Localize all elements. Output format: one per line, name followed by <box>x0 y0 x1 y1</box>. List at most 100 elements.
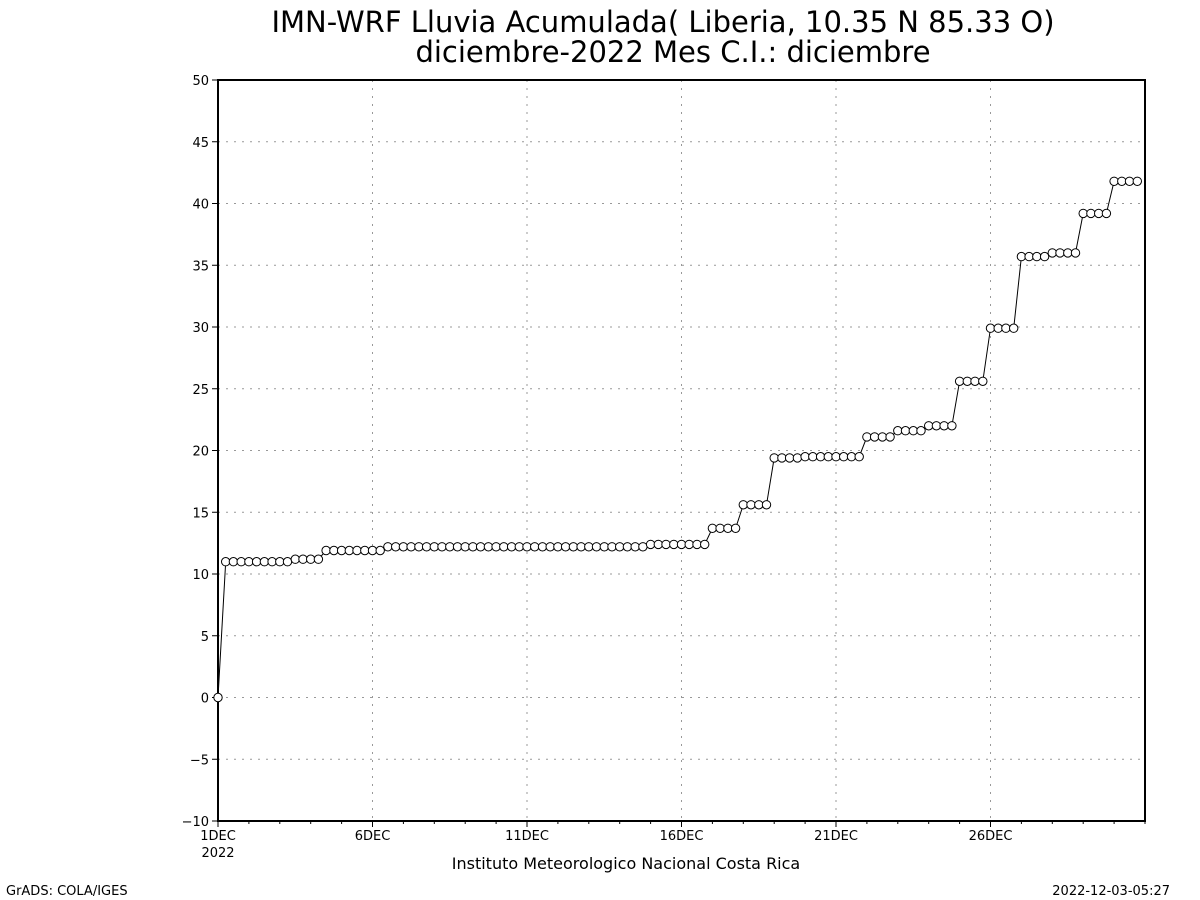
data-point <box>530 542 540 552</box>
data-point <box>344 545 354 556</box>
data-point <box>1047 248 1058 258</box>
data-point <box>993 323 1003 333</box>
data-point <box>460 542 470 552</box>
data-point <box>638 542 648 552</box>
data-point <box>336 545 347 556</box>
data-point <box>406 542 416 552</box>
data-point <box>584 542 594 552</box>
data-point <box>251 557 262 567</box>
data-point <box>437 542 447 552</box>
data-point <box>846 452 857 462</box>
data-point <box>1086 208 1096 219</box>
data-point <box>800 452 810 462</box>
data-point <box>1063 248 1073 258</box>
data-point <box>839 452 849 462</box>
data-point <box>700 539 710 550</box>
data-point <box>916 426 926 436</box>
footer-timestamp: 2022-12-03-05:27 <box>1052 884 1170 899</box>
data-point <box>383 542 393 552</box>
data-point <box>1009 323 1019 333</box>
data-point <box>499 542 509 552</box>
data-point <box>792 453 803 463</box>
data-point <box>259 557 270 567</box>
data-point <box>298 554 308 564</box>
data-point <box>723 523 733 533</box>
data-point <box>978 376 988 386</box>
x-tick-sublabel: 2022 <box>201 846 234 861</box>
data-point <box>537 542 548 552</box>
data-point <box>823 452 833 462</box>
grid-lines <box>218 80 1145 821</box>
data-point <box>375 545 385 556</box>
y-tick-label: −10 <box>182 815 209 830</box>
data-point <box>947 421 957 431</box>
data-point <box>221 557 231 567</box>
y-tick-label: 0 <box>201 692 209 707</box>
data-point <box>560 542 571 552</box>
data-point <box>1001 323 1011 333</box>
data-point <box>676 539 687 550</box>
data-point <box>244 557 254 567</box>
data-point <box>1101 208 1112 219</box>
y-tick-label: 20 <box>192 445 209 460</box>
data-point <box>777 453 787 463</box>
data-point <box>491 542 501 552</box>
data-point <box>522 542 532 552</box>
data-point <box>429 542 439 552</box>
series-cumulative-rain <box>213 176 1143 703</box>
data-point <box>924 421 934 431</box>
y-tick-label: −5 <box>190 753 209 768</box>
data-point <box>1032 251 1042 262</box>
x-tick-label: 6DEC <box>355 829 391 844</box>
data-point <box>669 539 679 550</box>
data-point <box>954 376 965 386</box>
data-point <box>1078 208 1088 219</box>
data-point <box>1024 251 1034 262</box>
data-point <box>414 542 424 552</box>
data-point <box>445 542 455 552</box>
data-point <box>1109 176 1119 187</box>
data-point <box>290 554 300 564</box>
data-point <box>730 523 741 533</box>
x-axis-label: Instituto Meteorologico Nacional Costa R… <box>452 854 800 873</box>
data-point <box>236 557 246 567</box>
data-point <box>607 542 617 552</box>
data-point <box>784 453 795 463</box>
data-point <box>738 500 748 510</box>
data-point <box>1070 248 1081 258</box>
data-point <box>313 554 324 564</box>
data-point <box>421 542 432 552</box>
data-point <box>360 545 370 556</box>
chart-subtitle: diciembre-2022 Mes C.I.: diciembre <box>415 35 930 69</box>
data-point <box>599 542 609 552</box>
data-point <box>514 542 524 552</box>
y-tick-label: 5 <box>201 630 209 645</box>
y-tick-label: 50 <box>192 74 209 89</box>
data-point <box>468 542 478 552</box>
data-point <box>715 523 725 533</box>
data-point <box>475 542 486 552</box>
data-point <box>275 557 285 567</box>
data-point <box>970 376 980 386</box>
data-point <box>684 539 694 550</box>
data-point <box>754 500 764 510</box>
data-point <box>707 523 718 533</box>
data-point <box>900 426 911 436</box>
plot-frame <box>217 79 1146 822</box>
data-point <box>908 426 918 436</box>
x-tick-label: 1DEC <box>200 829 236 844</box>
data-point <box>398 542 409 552</box>
data-point <box>1055 248 1065 258</box>
data-point <box>854 452 864 462</box>
data-point <box>367 545 378 556</box>
y-tick-label: 15 <box>192 506 209 521</box>
x-tick-label: 21DEC <box>814 829 858 844</box>
data-point <box>692 539 702 550</box>
data-point <box>661 539 671 550</box>
data-point <box>568 542 579 552</box>
chart-title: IMN-WRF Lluvia Acumulada( Liberia, 10.35… <box>271 5 1054 39</box>
data-point <box>622 542 633 552</box>
data-point <box>329 545 339 556</box>
